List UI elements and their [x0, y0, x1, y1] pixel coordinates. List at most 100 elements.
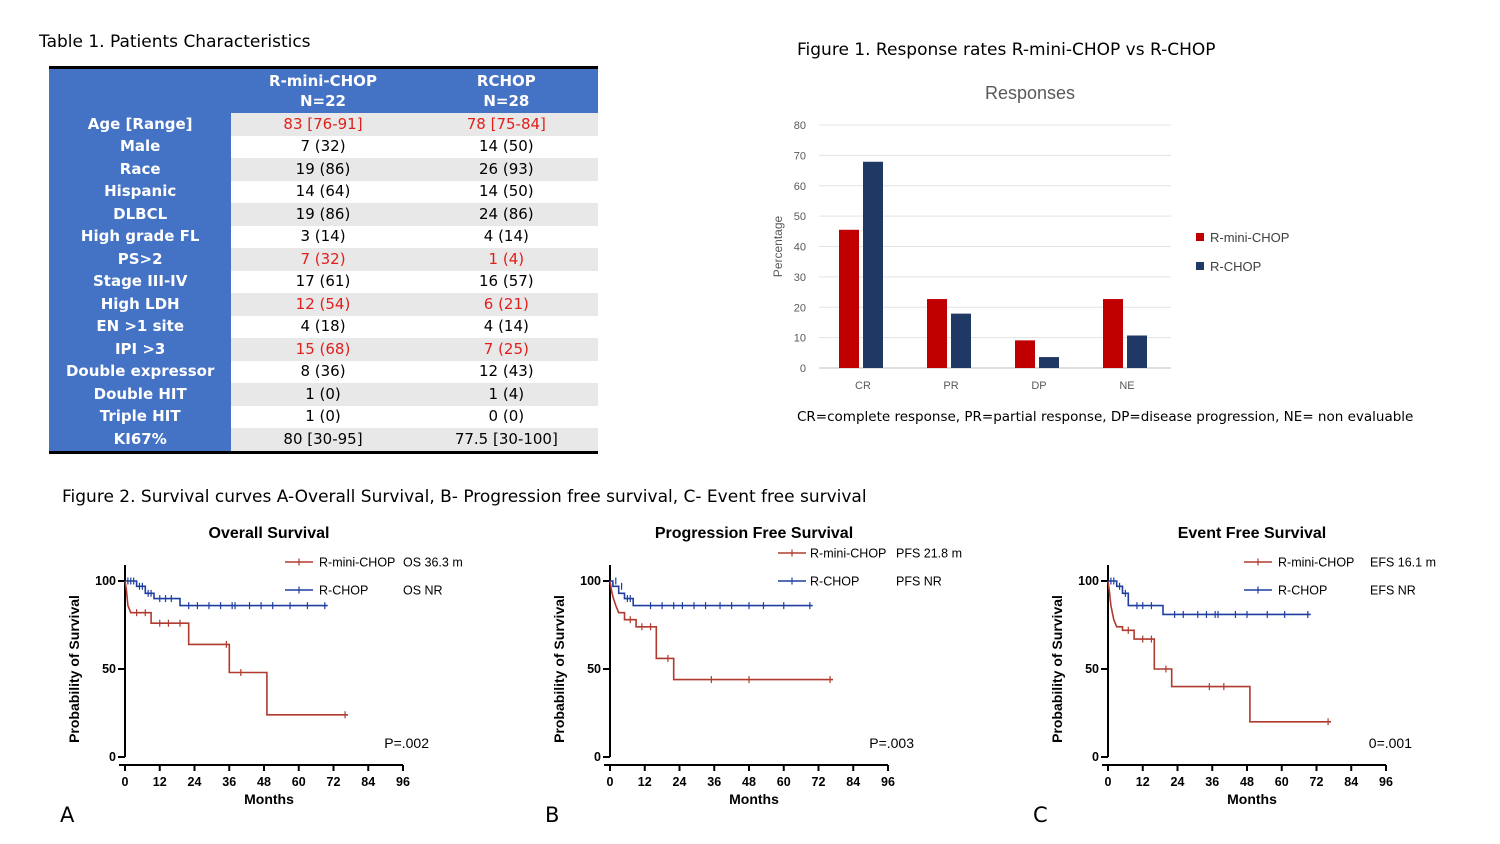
panel-letter-a: A [60, 803, 75, 827]
table-row: Race 19 (86) 26 (93) [49, 158, 598, 181]
p-value-annotation: P=.003 [869, 735, 914, 751]
row-label: KI67% [49, 428, 232, 452]
x-tick-label: 72 [1310, 775, 1324, 789]
table-row: Stage III-IV 17 (61) 16 (57) [49, 270, 598, 293]
y-tick-label: 20 [794, 302, 806, 314]
y-tick-label: 100 [95, 574, 116, 588]
figure1-footnote: CR=complete response, PR=partial respons… [797, 409, 1414, 425]
header-blank [49, 67, 232, 113]
r-mini-chop-value: 1 (0) [231, 383, 415, 406]
x-axis-label: Months [729, 791, 779, 807]
event-free-survival-chart: Event Free Survival 0 12 24 36 48 60 72 84 96 0 50 1… [1049, 525, 1436, 807]
x-tick-label: 84 [361, 775, 375, 789]
y-tick-label: 30 [794, 272, 806, 284]
y-axis-label: Probability of Survival [551, 595, 567, 743]
y-tick-label: 50 [1085, 662, 1099, 676]
x-tick-label: 36 [1205, 775, 1219, 789]
p-value-annotation: P=.002 [384, 735, 429, 751]
figure2-caption: Figure 2. Survival curves A-Overall Surv… [62, 487, 867, 507]
legend-label: R-CHOP [810, 575, 859, 589]
chart-title: Event Free Survival [1178, 525, 1327, 542]
row-label: IPI >3 [49, 338, 232, 361]
x-tick-label: 48 [257, 775, 271, 789]
x-tick-label: 24 [673, 775, 687, 789]
table-row: IPI >3 15 (68) 7 (25) [49, 338, 598, 361]
bar-r-chop-cr [863, 161, 883, 368]
x-tick-label: 36 [707, 775, 721, 789]
y-tick-label: 100 [580, 574, 601, 588]
table-row: Triple HIT 1 (0) 0 (0) [49, 405, 598, 428]
legend-label: R-CHOP [1210, 259, 1261, 274]
y-tick-label: 60 [794, 181, 806, 193]
header-r-mini-chop: R-mini-CHOP N=22 [231, 67, 415, 113]
table-row: High LDH 12 (54) 6 (21) [49, 293, 598, 316]
survival-curve-r-chop [125, 580, 328, 607]
chart-title: Overall Survival [209, 525, 330, 542]
r-mini-chop-value: 83 [76-91] [231, 113, 415, 136]
axes [1102, 565, 1386, 766]
table-row: Hispanic 14 (64) 14 (50) [49, 180, 598, 203]
legend-label: R-mini-CHOP [1278, 556, 1354, 570]
legend-swatch [1196, 233, 1204, 241]
y-axis-label: Percentage [771, 215, 785, 277]
y-axis-label: Probability of Survival [66, 595, 82, 743]
x-tick-label: PR [943, 380, 958, 392]
legend-label: R-mini-CHOP [810, 547, 886, 561]
y-tick-label: 0 [1092, 750, 1099, 764]
bar-r-mini-chop-cr [839, 229, 859, 368]
table-row: DLBCL 19 (86) 24 (86) [49, 203, 598, 226]
x-tick-label: 60 [1275, 775, 1289, 789]
x-axis-label: Months [1227, 791, 1277, 807]
table-row: PS>2 7 (32) 1 (4) [49, 248, 598, 271]
rchop-value: 4 (14) [414, 315, 598, 338]
x-tick-label: 36 [222, 775, 236, 789]
x-tick-label: 72 [812, 775, 826, 789]
x-tick-label: 60 [777, 775, 791, 789]
r-mini-chop-value: 8 (36) [231, 360, 415, 383]
x-tick-label: 0 [122, 775, 129, 789]
chart-title: Progression Free Survival [655, 525, 853, 542]
y-tick-label: 100 [1078, 574, 1099, 588]
r-mini-chop-value: 4 (18) [231, 315, 415, 338]
patients-characteristics-table: R-mini-CHOP N=22 RCHOP N=28 Age [Range] 83 … [49, 66, 598, 454]
y-tick-label: 80 [794, 120, 806, 132]
row-label: High grade FL [49, 225, 232, 248]
rchop-value: 26 (93) [414, 158, 598, 181]
rchop-value: 24 (86) [414, 203, 598, 226]
x-tick-label: DP [1031, 380, 1046, 392]
y-tick-label: 50 [587, 662, 601, 676]
r-mini-chop-value: 12 (54) [231, 293, 415, 316]
bar-r-mini-chop-pr [927, 299, 947, 368]
x-tick-label: 0 [1105, 775, 1112, 789]
r-mini-chop-value: 7 (32) [231, 248, 415, 271]
x-tick-label: 24 [1171, 775, 1185, 789]
bar-r-chop-pr [951, 313, 971, 368]
x-tick-label: 48 [1240, 775, 1254, 789]
chart-title: Responses [985, 83, 1075, 103]
r-mini-chop-value: 19 (86) [231, 158, 415, 181]
x-tick-label: 72 [327, 775, 341, 789]
figure1-caption: Figure 1. Response rates R-mini-CHOP vs … [797, 40, 1216, 60]
table-row: EN >1 site 4 (18) 4 (14) [49, 315, 598, 338]
x-tick-label: 96 [1379, 775, 1393, 789]
row-label: Age [Range] [49, 113, 232, 136]
row-label: Male [49, 135, 232, 158]
p-value-annotation: 0=.001 [1369, 735, 1412, 751]
x-axis-label: Months [244, 791, 294, 807]
row-label: Triple HIT [49, 405, 232, 428]
y-tick-label: 10 [794, 333, 806, 345]
table-row: Age [Range] 83 [76-91] 78 [75-84] [49, 113, 598, 136]
rchop-value: 12 (43) [414, 360, 598, 383]
y-tick-label: 0 [594, 750, 601, 764]
row-label: Double expressor [49, 360, 232, 383]
rchop-value: 14 (50) [414, 180, 598, 203]
table-title: Table 1. Patients Characteristics [39, 32, 311, 52]
row-label: Race [49, 158, 232, 181]
rchop-value: 1 (4) [414, 383, 598, 406]
y-tick-label: 40 [794, 242, 806, 254]
legend-label: R-mini-CHOP [319, 556, 395, 570]
legend-stat: EFS NR [1370, 584, 1416, 598]
table-row: High grade FL 3 (14) 4 (14) [49, 225, 598, 248]
r-mini-chop-value: 19 (86) [231, 203, 415, 226]
x-tick-label: 0 [607, 775, 614, 789]
